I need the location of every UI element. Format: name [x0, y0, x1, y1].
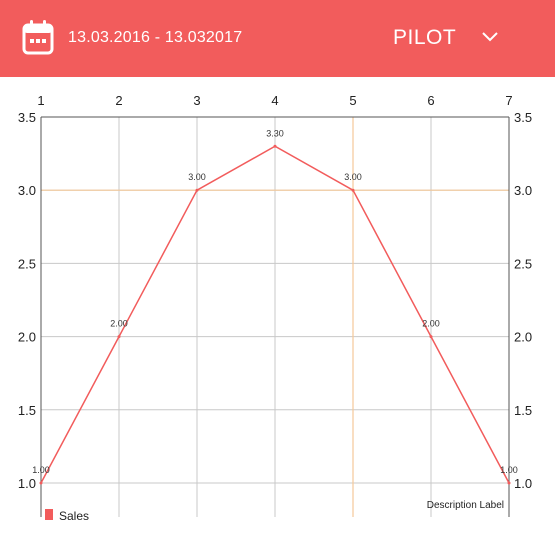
x-tick-label: 7 — [505, 93, 512, 108]
data-point — [273, 144, 277, 148]
y-tick-label-left: 1.5 — [18, 403, 36, 418]
data-point — [351, 188, 355, 192]
sales-line-chart: 1 2 3 4 5 6 7 1.0 1.0 1.5 1.5 2.0 2.0 2.5 2.5 3.0 3.0 3.5… — [0, 77, 555, 544]
date-range-label[interactable]: 13.03.2016 - 13.032017 — [68, 29, 243, 46]
chevron-down-icon — [482, 32, 498, 42]
top-bar: 13.03.2016 - 13.032017 PILOT — [0, 0, 555, 77]
y-tick-label-left: 1.0 — [18, 476, 36, 491]
data-point — [507, 481, 511, 485]
y-tick-label-right: 3.5 — [514, 110, 532, 125]
y-tick-label-left: 3.0 — [18, 183, 36, 198]
data-point — [117, 335, 121, 339]
y-tick-label-left: 2.0 — [18, 330, 36, 345]
y-tick-label-right: 2.0 — [514, 330, 532, 345]
data-point — [429, 335, 433, 339]
y-tick-label-right: 2.5 — [514, 256, 532, 271]
y-tick-label-left: 3.5 — [18, 110, 36, 125]
y-tick-label-right: 1.0 — [514, 476, 532, 491]
data-value-label: 1.00 — [500, 465, 518, 475]
data-value-label: 1.00 — [32, 465, 50, 475]
legend-swatch-sales — [45, 509, 53, 520]
data-value-label: 2.00 — [110, 319, 128, 329]
x-tick-label: 6 — [427, 93, 434, 108]
y-tick-label-right: 3.0 — [514, 183, 532, 198]
x-tick-label: 4 — [271, 93, 278, 108]
pilot-selector-value: PILOT — [393, 26, 457, 49]
calendar-icon[interactable] — [22, 19, 54, 55]
data-value-label: 3.00 — [344, 172, 362, 182]
legend-label-sales: Sales — [59, 509, 89, 523]
data-point — [39, 481, 43, 485]
x-tick-label: 1 — [37, 93, 44, 108]
data-value-label: 3.30 — [266, 128, 284, 138]
x-tick-label: 5 — [349, 93, 356, 108]
data-value-label: 3.00 — [188, 172, 206, 182]
pilot-selector[interactable]: PILOT — [385, 20, 515, 56]
data-value-label: 2.00 — [422, 319, 440, 329]
x-tick-label: 3 — [193, 93, 200, 108]
x-tick-label: 2 — [115, 93, 122, 108]
chart-canvas: 1 2 3 4 5 6 7 1.0 1.0 1.5 1.5 2.0 2.0 2.5 2.5 3.0 3.0 3.5… — [18, 93, 532, 523]
description-label: Description Label — [427, 500, 504, 511]
data-point — [195, 188, 199, 192]
y-tick-label-left: 2.5 — [18, 256, 36, 271]
y-tick-label-right: 1.5 — [514, 403, 532, 418]
